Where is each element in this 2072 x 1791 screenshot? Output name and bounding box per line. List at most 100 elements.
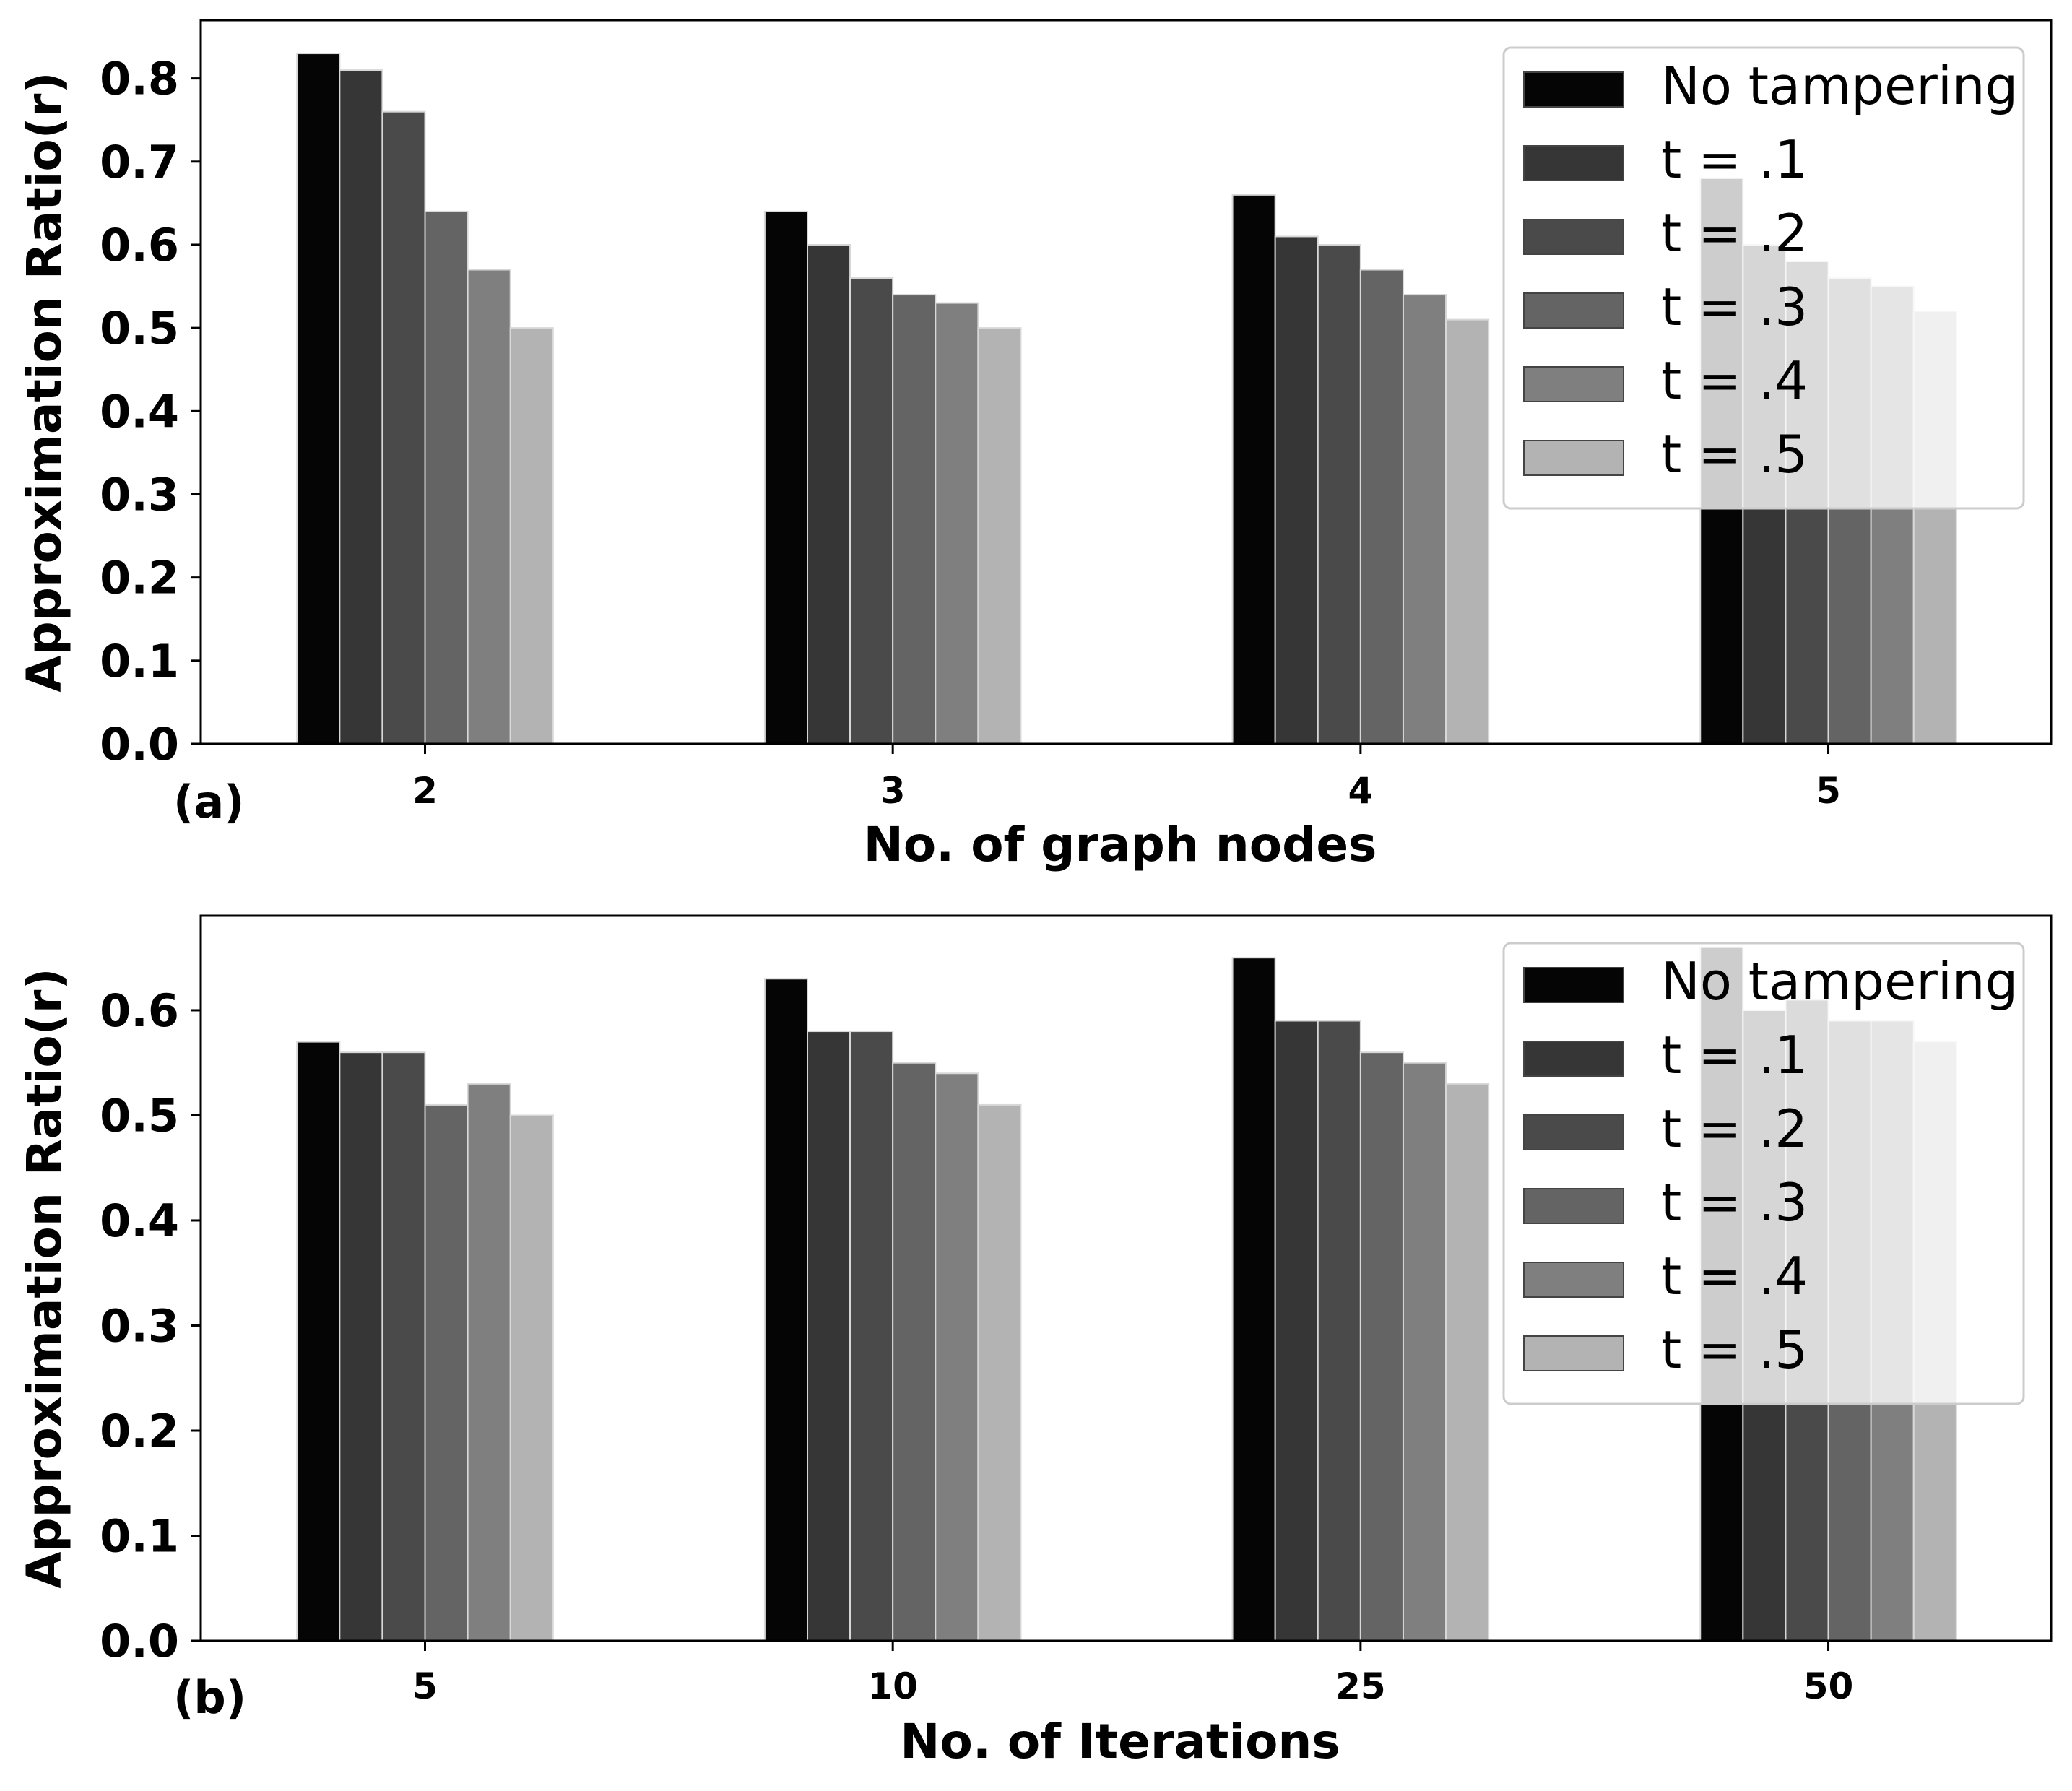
panel-b: 0.0 0.1 0.2 0.3 0.4 0.5 0.6 5 10 25 50 No tampering… xyxy=(17,914,2053,1769)
legend-box xyxy=(1502,46,2025,510)
legend-label: t = .3 xyxy=(1661,1172,1808,1233)
legend-swatch xyxy=(1523,1188,1624,1224)
legend: No tampering t = .1 t = .2 t = .3 t = .4 t = … xyxy=(1502,942,2025,1405)
legend-swatch xyxy=(1523,219,1624,255)
bar-3-series-5 xyxy=(977,327,1022,745)
legend-label: t = .1 xyxy=(1661,129,1808,190)
bar-4-series-5 xyxy=(1445,318,1490,745)
bar-10-series-3 xyxy=(892,1062,937,1642)
bar-5-series-4 xyxy=(467,1083,511,1642)
legend-label: t = .5 xyxy=(1661,424,1808,485)
bar-3-series-1 xyxy=(806,243,851,745)
y-tick-label: 0.6 xyxy=(100,219,179,272)
legend: No tampering t = .1 t = .2 t = .3 t = .4 t = … xyxy=(1502,46,2025,510)
panel-label: (b) xyxy=(173,1671,246,1724)
bar-5-series-1 xyxy=(339,1051,383,1642)
legend-label: No tampering xyxy=(1661,56,2018,116)
bar-3-series-3 xyxy=(892,294,937,745)
legend-label: No tampering xyxy=(1661,951,2018,1012)
x-tick-label: 5 xyxy=(412,1665,438,1707)
panel-a: 0.0 0.1 0.2 0.3 0.4 0.5 0.6 0.7 0.8 2 3 4 5 No tamper… xyxy=(17,19,2053,872)
bar-10-series-0 xyxy=(763,978,808,1642)
bar-25-series-3 xyxy=(1359,1051,1404,1642)
panel-label: (a) xyxy=(173,776,245,828)
bar-10-series-1 xyxy=(806,1031,851,1642)
legend-label: t = .4 xyxy=(1661,1246,1808,1306)
bar-25-series-5 xyxy=(1445,1083,1490,1642)
legend-label: t = .3 xyxy=(1661,277,1808,337)
y-tick-label: 0.7 xyxy=(100,136,179,188)
legend-swatch xyxy=(1523,440,1624,476)
legend-label: t = .4 xyxy=(1661,350,1808,411)
bar-10-series-2 xyxy=(849,1031,894,1642)
bar-25-series-4 xyxy=(1402,1062,1447,1642)
x-tick-label: 25 xyxy=(1335,1665,1386,1707)
legend-swatch xyxy=(1523,1041,1624,1077)
legend-swatch xyxy=(1523,145,1624,181)
bar-25-series-1 xyxy=(1274,1020,1319,1642)
plot-frame xyxy=(199,914,2053,1642)
bar-10-series-4 xyxy=(935,1072,979,1642)
y-tick-label: 0.5 xyxy=(100,302,179,355)
x-tick-label: 10 xyxy=(867,1665,918,1707)
legend-swatch xyxy=(1523,71,1624,108)
y-tick-label: 0.4 xyxy=(100,1194,179,1247)
legend-swatch xyxy=(1523,1114,1624,1150)
legend-swatch xyxy=(1523,292,1624,329)
legend-label: t = .5 xyxy=(1661,1319,1808,1380)
bar-4-series-0 xyxy=(1231,194,1276,745)
bar-4-series-3 xyxy=(1359,269,1404,745)
x-tick-label: 50 xyxy=(1803,1665,1854,1707)
bar-2-series-1 xyxy=(339,69,383,745)
bar-2-series-4 xyxy=(467,269,511,745)
legend-swatch xyxy=(1523,1335,1624,1371)
y-tick-label: 0.4 xyxy=(100,385,179,438)
bar-5-series-2 xyxy=(381,1051,426,1642)
x-tick-label: 4 xyxy=(1348,770,1373,812)
y-axis-label: Approximation Ratio(r) xyxy=(17,71,72,692)
y-tick-label: 0.8 xyxy=(100,53,179,105)
y-tick-label: 0.3 xyxy=(100,1299,179,1352)
y-tick-label: 0.3 xyxy=(100,468,179,521)
bar-3-series-4 xyxy=(935,302,979,745)
y-tick-label: 0.6 xyxy=(100,984,179,1037)
bar-10-series-5 xyxy=(977,1103,1022,1642)
y-tick-label: 0.5 xyxy=(100,1089,179,1142)
bar-2-series-3 xyxy=(424,210,469,745)
y-tick-label: 0.2 xyxy=(100,1405,179,1457)
y-tick-label: 0.1 xyxy=(100,1509,179,1562)
bar-5-series-3 xyxy=(424,1103,469,1642)
y-tick-label: 0.1 xyxy=(100,635,179,688)
bar-5-series-5 xyxy=(509,1114,554,1642)
legend-label: t = .2 xyxy=(1661,1098,1808,1159)
bar-2-series-2 xyxy=(381,110,426,745)
y-tick-label: 0.2 xyxy=(100,552,179,604)
legend-label: t = .1 xyxy=(1661,1025,1808,1085)
x-tick-label: 2 xyxy=(412,770,438,812)
bar-25-series-0 xyxy=(1231,957,1276,1642)
bar-4-series-4 xyxy=(1402,294,1447,745)
bar-25-series-2 xyxy=(1317,1020,1361,1642)
legend-swatch xyxy=(1523,967,1624,1003)
x-tick-label: 5 xyxy=(1816,770,1841,812)
legend-swatch xyxy=(1523,1262,1624,1298)
legend-label: t = .2 xyxy=(1661,203,1808,264)
x-axis-label: No. of graph nodes xyxy=(864,817,1377,872)
legend-swatch xyxy=(1523,366,1624,402)
y-tick-label: 0.0 xyxy=(100,718,179,771)
y-tick-label: 0.0 xyxy=(100,1615,179,1668)
bar-2-series-5 xyxy=(509,327,554,745)
legend-box xyxy=(1502,942,2025,1405)
bar-3-series-2 xyxy=(849,277,894,745)
bar-2-series-0 xyxy=(296,53,341,745)
bar-4-series-1 xyxy=(1274,235,1319,745)
bar-3-series-0 xyxy=(763,210,808,745)
plot-frame xyxy=(199,19,2053,745)
bar-5-series-0 xyxy=(296,1041,341,1642)
x-axis-label: No. of Iterations xyxy=(900,1714,1340,1769)
x-tick-label: 3 xyxy=(880,770,906,812)
bar-4-series-2 xyxy=(1317,243,1361,745)
y-axis-label: Approximation Ratio(r) xyxy=(17,968,72,1588)
